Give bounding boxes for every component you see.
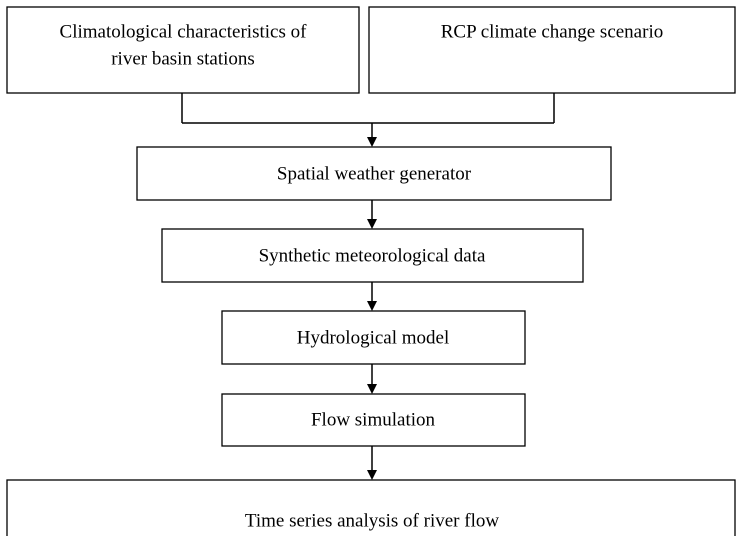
node-label: Synthetic meteorological data [259, 245, 486, 266]
node-label: Flow simulation [311, 409, 436, 430]
box [221, 310, 526, 365]
box [161, 228, 584, 283]
box [368, 6, 736, 94]
box [6, 479, 736, 536]
arrow [367, 282, 377, 311]
node-label: Climatological characteristics of [60, 21, 308, 42]
arrow [367, 200, 377, 229]
arrow [367, 364, 377, 394]
node-label: Spatial weather generator [277, 163, 472, 184]
node-label: Time series analysis of river flow [245, 510, 499, 531]
node-label: river basin stations [111, 48, 255, 69]
node-label: Hydrological model [297, 327, 450, 348]
arrow [367, 446, 377, 480]
node-label: RCP climate change scenario [441, 21, 663, 42]
box [6, 6, 360, 94]
box [221, 393, 526, 447]
box [136, 146, 612, 201]
arrow [367, 123, 377, 147]
